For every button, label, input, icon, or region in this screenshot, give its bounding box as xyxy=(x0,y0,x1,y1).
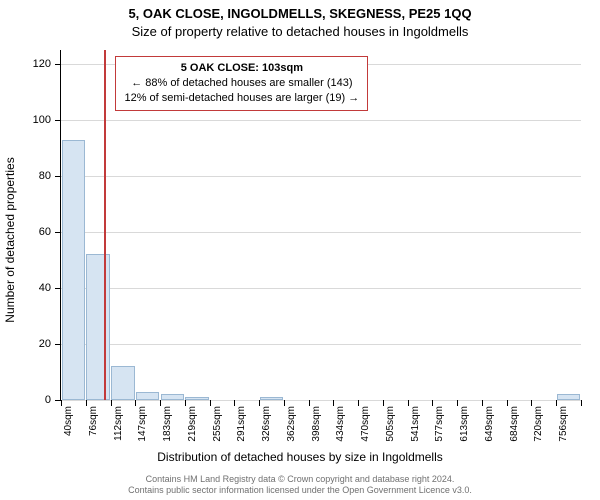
gridline xyxy=(61,176,581,177)
footer-line2: Contains public sector information licen… xyxy=(0,485,600,496)
x-tick-label: 112sqm xyxy=(113,406,124,441)
x-tick xyxy=(581,400,582,406)
x-tick-label: 40sqm xyxy=(63,406,74,436)
x-tick-label: 577sqm xyxy=(434,406,445,442)
x-tick xyxy=(507,400,508,406)
x-tick xyxy=(86,400,87,406)
x-tick-label: 183sqm xyxy=(162,406,173,442)
histogram-bar xyxy=(161,394,185,400)
gridline xyxy=(61,400,581,401)
gridline xyxy=(61,232,581,233)
x-tick xyxy=(408,400,409,406)
x-tick-label: 434sqm xyxy=(335,406,346,442)
x-tick-label: 505sqm xyxy=(385,406,396,442)
x-tick-label: 147sqm xyxy=(137,406,148,442)
gridline xyxy=(61,344,581,345)
histogram-bar xyxy=(86,254,110,400)
x-tick-label: 219sqm xyxy=(187,406,198,442)
annotation-line3: 12% of semi-detached houses are larger (… xyxy=(124,91,359,106)
property-marker-line xyxy=(104,50,106,400)
histogram-bar xyxy=(136,392,160,400)
footer-attribution: Contains HM Land Registry data © Crown c… xyxy=(0,474,600,497)
y-tick xyxy=(55,176,61,177)
gridline xyxy=(61,120,581,121)
x-tick-label: 398sqm xyxy=(311,406,322,442)
y-tick xyxy=(55,232,61,233)
x-tick xyxy=(482,400,483,406)
chart-subtitle: Size of property relative to detached ho… xyxy=(0,24,600,39)
chart-title-address: 5, OAK CLOSE, INGOLDMELLS, SKEGNESS, PE2… xyxy=(0,6,600,21)
y-axis-label: Number of detached properties xyxy=(3,157,17,322)
annotation-box: 5 OAK CLOSE: 103sqm← 88% of detached hou… xyxy=(115,56,368,111)
y-tick xyxy=(55,64,61,65)
x-tick-label: 76sqm xyxy=(88,406,99,436)
y-tick-label: 60 xyxy=(39,226,51,238)
x-tick-label: 470sqm xyxy=(360,406,371,442)
x-tick-label: 684sqm xyxy=(509,406,520,442)
x-tick xyxy=(111,400,112,406)
x-tick-label: 291sqm xyxy=(236,406,247,442)
x-tick xyxy=(61,400,62,406)
x-tick-label: 255sqm xyxy=(212,406,223,442)
histogram-bar xyxy=(62,140,86,400)
x-tick xyxy=(309,400,310,406)
x-tick xyxy=(160,400,161,406)
x-tick-label: 649sqm xyxy=(484,406,495,442)
y-tick-label: 20 xyxy=(39,338,51,350)
y-tick-label: 120 xyxy=(33,58,51,70)
y-tick-label: 40 xyxy=(39,282,51,294)
x-tick-label: 613sqm xyxy=(459,406,470,442)
x-tick-label: 362sqm xyxy=(286,406,297,442)
annotation-line1: 5 OAK CLOSE: 103sqm xyxy=(124,61,359,76)
x-tick-label: 326sqm xyxy=(261,406,272,442)
y-tick xyxy=(55,120,61,121)
x-tick xyxy=(358,400,359,406)
x-tick xyxy=(259,400,260,406)
y-tick xyxy=(55,344,61,345)
chart-plot-area: 02040608010012040sqm76sqm112sqm147sqm183… xyxy=(60,50,581,401)
x-tick xyxy=(210,400,211,406)
y-tick-label: 100 xyxy=(33,114,51,126)
x-tick xyxy=(185,400,186,406)
x-tick-label: 756sqm xyxy=(558,406,569,442)
histogram-bar xyxy=(260,397,284,400)
footer-line1: Contains HM Land Registry data © Crown c… xyxy=(0,474,600,485)
annotation-line2: ← 88% of detached houses are smaller (14… xyxy=(124,76,359,91)
x-tick xyxy=(383,400,384,406)
histogram-bar xyxy=(111,366,135,400)
x-tick-label: 541sqm xyxy=(410,406,421,442)
x-tick xyxy=(284,400,285,406)
y-tick-label: 0 xyxy=(45,394,51,406)
y-tick xyxy=(55,288,61,289)
gridline xyxy=(61,288,581,289)
x-axis-label: Distribution of detached houses by size … xyxy=(0,450,600,464)
histogram-bar xyxy=(557,394,581,400)
x-tick-label: 720sqm xyxy=(533,406,544,442)
histogram-bar xyxy=(185,397,209,400)
y-tick-label: 80 xyxy=(39,170,51,182)
